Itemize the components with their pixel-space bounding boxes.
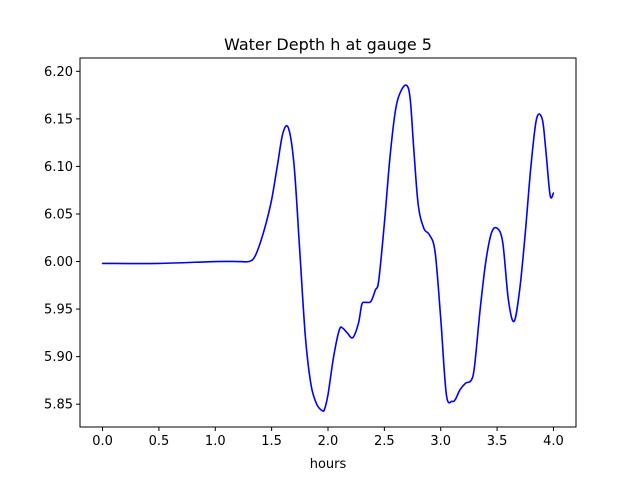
y-tick-label: 6.10	[44, 160, 73, 175]
x-tick-label: 0.0	[92, 434, 113, 449]
x-axis-ticks: 0.0 0.5 1.0 1.5 2.0 2.5 3.0 3.5 4.0	[92, 427, 564, 449]
y-tick-label: 6.00	[44, 255, 73, 270]
series-line	[101, 84, 555, 413]
chart-title: Water Depth h at gauge 5	[224, 35, 432, 54]
x-tick-label: 3.5	[487, 434, 508, 449]
x-tick-label: 2.5	[374, 434, 395, 449]
y-tick-label: 5.85	[44, 398, 73, 413]
y-axis-ticks: 5.85 5.90 5.95 6.00 6.05 6.10 6.15 6.20	[44, 65, 80, 413]
x-tick-label: 0.5	[149, 434, 170, 449]
x-tick-label: 4.0	[543, 434, 564, 449]
y-tick-label: 6.15	[44, 112, 73, 127]
x-tick-label: 2.0	[318, 434, 339, 449]
y-tick-label: 5.90	[44, 350, 73, 365]
y-tick-label: 6.20	[44, 65, 73, 80]
x-axis-label: hours	[310, 457, 347, 472]
y-tick-label: 6.05	[44, 207, 73, 222]
x-tick-label: 1.0	[205, 434, 226, 449]
x-tick-label: 3.0	[430, 434, 451, 449]
y-tick-label: 5.95	[44, 303, 73, 318]
series-layer	[101, 84, 555, 413]
plot-area-frame	[79, 57, 577, 428]
x-tick-label: 1.5	[261, 434, 282, 449]
